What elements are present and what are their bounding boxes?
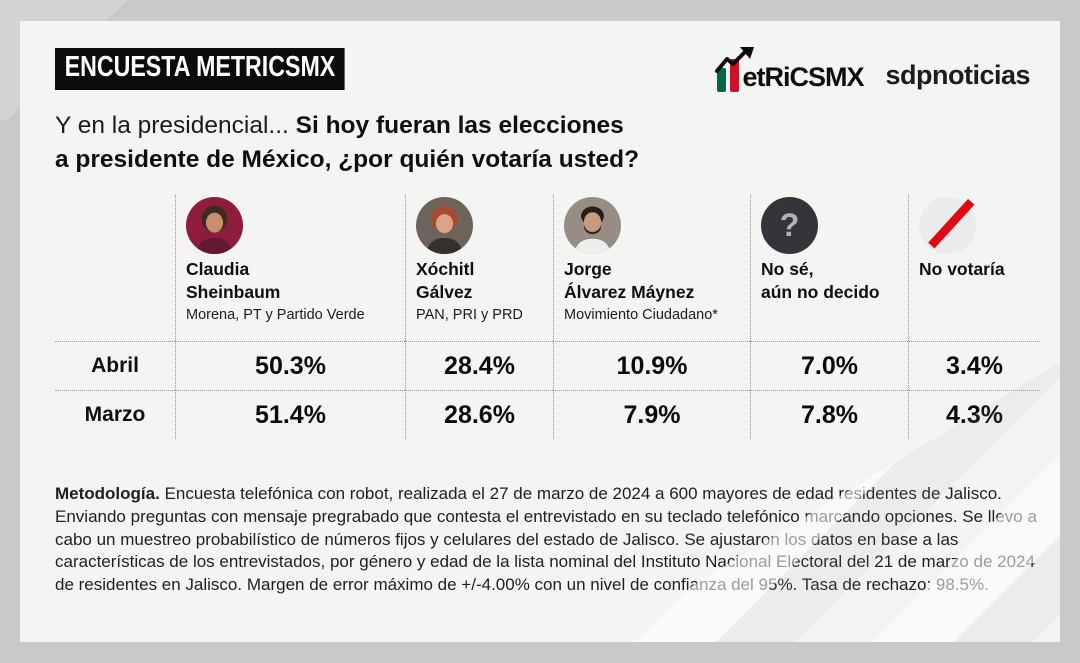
- infographic-card: ENCUESTA METRICSMX etRiCSMX sdpnoticias …: [20, 21, 1060, 642]
- header-logos: etRiCSMX sdpnoticias: [715, 47, 1030, 92]
- poll-question-line2: a presidente de México, ¿por quién votar…: [55, 143, 639, 177]
- value-marzo-galvez: 28.6%: [405, 390, 553, 439]
- value-abril-undecided: 7.0%: [750, 341, 908, 390]
- no-vote-slash-icon: [919, 197, 976, 254]
- sheinbaum-avatar: [186, 197, 243, 254]
- row-label-abril: Abril: [55, 341, 175, 390]
- encuesta-badge: ENCUESTA METRICSMX: [55, 48, 345, 90]
- candidate-party: PAN, PRI y PRD: [416, 307, 523, 323]
- methodology-text: Metodología. Encuesta telefónica con rob…: [55, 483, 1037, 597]
- maynez-avatar: [564, 197, 621, 254]
- value-abril-galvez: 28.4%: [405, 341, 553, 390]
- metricsmx-bars-icon: [717, 59, 740, 92]
- option-header-novote: No votaría: [908, 195, 1040, 341]
- poll-question: Y en la presidencial... Si hoy fueran la…: [55, 109, 639, 177]
- poll-results-table: Claudia Sheinbaum Morena, PT y Partido V…: [55, 195, 1040, 439]
- value-marzo-undecided: 7.8%: [750, 390, 908, 439]
- sdpnoticias-logo: sdpnoticias: [885, 60, 1030, 90]
- candidate-party: Movimiento Ciudadano*: [564, 307, 718, 323]
- candidate-header-sheinbaum: Claudia Sheinbaum Morena, PT y Partido V…: [175, 195, 405, 341]
- question-bold-part2: a presidente de México, ¿por quién votar…: [55, 146, 640, 173]
- value-marzo-maynez: 7.9%: [553, 390, 750, 439]
- option-label: No votaría: [919, 259, 1005, 279]
- methodology-label: Metodología.: [55, 484, 160, 503]
- candidate-header-galvez: Xóchitl Gálvez PAN, PRI y PRD: [405, 195, 553, 341]
- option-label: No sé, aún no decido: [761, 259, 880, 302]
- candidate-name: Jorge Álvarez Máynez: [564, 259, 695, 302]
- candidate-party: Morena, PT y Partido Verde: [186, 307, 365, 323]
- corner-cell: [55, 195, 175, 341]
- candidate-header-maynez: Jorge Álvarez Máynez Movimiento Ciudadan…: [553, 195, 750, 341]
- value-abril-novote: 3.4%: [908, 341, 1040, 390]
- value-marzo-sheinbaum: 51.4%: [175, 390, 405, 439]
- growth-arrow-icon: [715, 47, 755, 73]
- value-abril-maynez: 10.9%: [553, 341, 750, 390]
- value-abril-sheinbaum: 50.3%: [175, 341, 405, 390]
- metricsmx-logo: etRiCSMX: [715, 47, 864, 92]
- galvez-avatar: [416, 197, 473, 254]
- question-intro: Y en la presidencial...: [55, 112, 296, 139]
- row-label-marzo: Marzo: [55, 390, 175, 439]
- metricsmx-logo-text: etRiCSMX: [742, 62, 864, 92]
- svg-text:?: ?: [780, 207, 800, 243]
- question-mark-icon: ?: [761, 197, 818, 254]
- candidate-name: Claudia Sheinbaum: [186, 259, 281, 302]
- value-marzo-novote: 4.3%: [908, 390, 1040, 439]
- methodology-body: Encuesta telefónica con robot, realizada…: [55, 484, 1037, 595]
- poll-question-line1: Y en la presidencial... Si hoy fueran la…: [55, 109, 639, 143]
- candidate-name: Xóchitl Gálvez: [416, 259, 475, 302]
- option-header-undecided: ? No sé, aún no decido: [750, 195, 908, 341]
- question-bold-part1: Si hoy fueran las elecciones: [295, 112, 624, 139]
